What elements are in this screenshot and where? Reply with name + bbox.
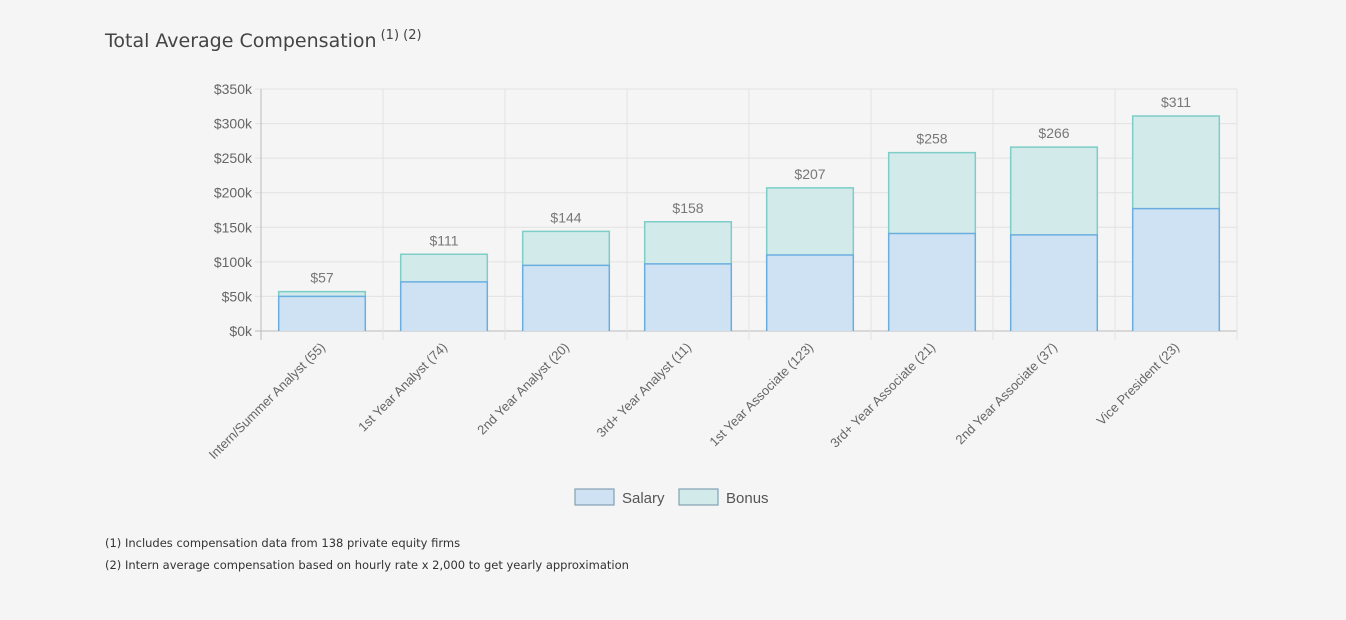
y-tick-label: $200k (214, 185, 253, 201)
salary-bar (1010, 234, 1098, 331)
bonus-bar (888, 152, 976, 234)
chart-title-footnote-refs: (1) (2) (380, 28, 422, 43)
footnotes: (1) Includes compensation data from 138 … (105, 532, 629, 576)
x-tick-label: 3rd+ Year Associate (21) (827, 340, 938, 451)
bonus-bar-border (765, 187, 855, 255)
bonus-bar-border (1009, 146, 1099, 235)
salary-bar (400, 281, 488, 331)
y-tick-label: $250k (214, 150, 253, 166)
total-data-label: $266 (1038, 125, 1069, 141)
bonus-bar (1010, 147, 1098, 235)
bonus-bar-border (1131, 115, 1221, 209)
salary-bar-border (521, 264, 611, 331)
salary-bar-border (887, 232, 977, 331)
y-tick-label: $50k (222, 288, 253, 304)
total-data-label: $57 (310, 270, 334, 286)
bonus-bar (522, 231, 610, 266)
chart-title: Total Average Compensation (1) (2) (105, 28, 422, 52)
footnote-1: (1) Includes compensation data from 138 … (105, 536, 461, 550)
salary-bar (278, 296, 366, 331)
legend-bonus-swatch (678, 488, 719, 506)
bonus-bar-border (887, 151, 977, 234)
salary-bar-border (643, 263, 733, 331)
salary-bar (522, 265, 610, 331)
bonus-bar (278, 291, 366, 297)
total-data-label: $158 (672, 200, 703, 216)
x-tick-label: Intern/Summer Analyst (55) (206, 340, 328, 462)
bonus-bar (400, 254, 488, 282)
x-tick-label: 2nd Year Associate (37) (952, 340, 1060, 448)
salary-bar-border (277, 295, 367, 331)
y-tick-label: $350k (214, 81, 253, 97)
total-data-label: $207 (794, 166, 825, 182)
salary-bar-border (399, 281, 489, 331)
footnote-2: (2) Intern average compensation based on… (105, 558, 629, 572)
x-tick-label: 1st Year Associate (123) (706, 340, 816, 450)
salary-bar-border (765, 254, 855, 331)
salary-bar (644, 263, 732, 331)
total-data-label: $258 (916, 131, 947, 147)
x-tick-label: 3rd+ Year Analyst (11) (593, 340, 694, 441)
bonus-bar (644, 221, 732, 264)
bonus-bar-border (399, 253, 489, 282)
bonus-bar (766, 187, 854, 255)
salary-bar-border (1009, 234, 1099, 331)
x-tick-label: 2nd Year Analyst (20) (474, 340, 572, 438)
stacked-bar-chart: $0k $50k $100k $150k $200k $250k $300k $350k $57… (206, 81, 1238, 507)
chart-title-text: Total Average Compensation (105, 30, 377, 52)
bonus-bar-border (277, 290, 367, 297)
y-tick-label: $100k (214, 254, 253, 270)
y-tick-label: $300k (214, 116, 253, 132)
salary-bar (1132, 208, 1220, 331)
legend-bonus-label: Bonus (726, 490, 769, 507)
total-data-label: $144 (550, 209, 581, 225)
salary-bar (888, 233, 976, 331)
total-data-label: $311 (1161, 94, 1191, 110)
legend-salary-swatch (574, 488, 615, 506)
x-tick-label: Vice President (23) (1094, 340, 1183, 429)
bonus-bar-border (521, 230, 611, 266)
total-data-label: $111 (429, 232, 458, 248)
y-tick-label: $0k (229, 323, 253, 339)
x-tick-label: 1st Year Analyst (74) (355, 340, 450, 435)
salary-bar (766, 254, 854, 331)
legend-salary-label: Salary (622, 490, 665, 507)
bonus-bar (1132, 115, 1220, 209)
y-tick-label: $150k (214, 219, 253, 235)
bonus-bar-border (643, 221, 733, 264)
salary-bar-border (1131, 207, 1221, 331)
